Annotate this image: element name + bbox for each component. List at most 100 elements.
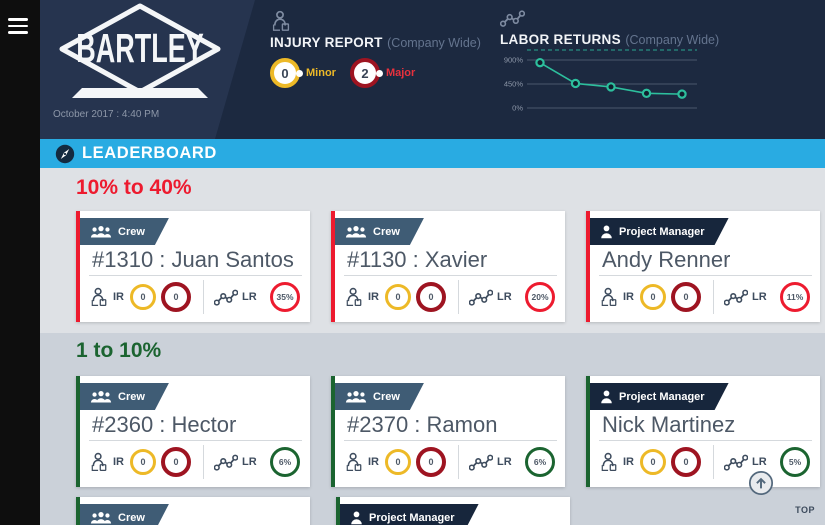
section-title: 10% to 40%	[76, 176, 192, 199]
bartley-logo: BARTLEY	[59, 3, 221, 98]
ir-major-ring: 0	[671, 282, 701, 312]
svg-text:450%: 450%	[504, 80, 524, 89]
scroll-top-button[interactable]: TOP	[745, 468, 819, 520]
crew-icon	[90, 511, 112, 525]
badge-connector-dot	[296, 69, 303, 77]
injured-person-icon	[599, 452, 619, 472]
injured-person-icon	[344, 452, 364, 472]
header-datetime: October 2017 : 4:40 PM	[53, 109, 160, 120]
role-tab: Crew	[80, 218, 169, 245]
role-tab: Crew	[80, 504, 169, 525]
major-injury-label: Major	[385, 67, 416, 79]
lr-ring: 6%	[525, 447, 555, 477]
leaderboard-card-xavier[interactable]: Crew #1130 : Xavier IR 0 0 LR 20%	[331, 211, 565, 322]
section-title: 1 to 10%	[76, 339, 162, 362]
labor-returns-subtitle: (Company Wide)	[625, 33, 720, 47]
leaderboard-card-andy-renner[interactable]: Project Manager Andy Renner IR 0 0 LR 11…	[586, 211, 820, 322]
ir-minor-ring: 0	[130, 449, 156, 475]
person-icon	[350, 511, 363, 525]
divider	[713, 445, 714, 479]
lr-label: LR	[497, 456, 512, 468]
divider	[458, 280, 459, 314]
injured-person-icon	[344, 287, 364, 307]
card-name: #2370 : Ramon	[347, 412, 498, 437]
section-10-to-40: 10% to 40% Crew #1310 : Juan Santos IR 0…	[40, 168, 825, 333]
role-tab: Crew	[335, 218, 424, 245]
up-arrow-icon	[748, 470, 774, 496]
line-chart-icon	[214, 289, 238, 306]
divider	[203, 280, 204, 314]
ir-label: IR	[113, 456, 124, 468]
injury-report-subtitle: (Company Wide)	[387, 36, 481, 50]
menu-icon[interactable]	[8, 18, 28, 34]
line-chart-icon	[500, 10, 525, 27]
role-label: Crew	[373, 390, 400, 403]
card-stats: IR 0 0 LR 35%	[89, 275, 302, 318]
lr-ring: 5%	[780, 447, 810, 477]
lr-ring: 11%	[780, 282, 810, 312]
leaderboard-card-partial-crew[interactable]: Crew	[76, 497, 310, 525]
card-name: #2360 : Hector	[92, 412, 237, 437]
crew-icon	[90, 225, 112, 239]
line-chart-icon	[724, 289, 748, 306]
injury-report-title: INJURY REPORT	[270, 35, 383, 50]
lr-ring: 6%	[270, 447, 300, 477]
card-name: #1130 : Xavier	[347, 247, 488, 272]
divider	[713, 280, 714, 314]
section-1-to-10: 1 to 10% Crew #2360 : Hector IR 0 0 LR 6…	[40, 333, 825, 525]
person-icon	[600, 390, 613, 404]
logo-panel: BARTLEY October 2017 : 4:40 PM	[40, 0, 255, 139]
role-label: Crew	[118, 225, 145, 238]
card-stats: IR 0 0 LR 11%	[599, 275, 812, 318]
lr-label: LR	[752, 291, 767, 303]
major-injury-badge: 2 Major	[349, 58, 416, 88]
ir-major-ring: 0	[161, 447, 191, 477]
svg-text:900%: 900%	[504, 56, 524, 65]
card-stats: IR 0 0 LR 6%	[89, 440, 302, 483]
leaderboard-card-hector[interactable]: Crew #2360 : Hector IR 0 0 LR 6%	[76, 376, 310, 487]
leaderboard-card-nick-martinez[interactable]: Project Manager Nick Martinez IR 0 0 LR …	[586, 376, 820, 487]
leaderboard-title: LEADERBOARD	[82, 144, 217, 162]
ir-major-ring: 0	[416, 282, 446, 312]
card-stats: IR 0 0 LR 20%	[344, 275, 557, 318]
lr-label: LR	[497, 291, 512, 303]
ir-major-ring: 0	[671, 447, 701, 477]
top-label: TOP	[795, 505, 815, 515]
injured-person-icon	[270, 10, 292, 32]
lr-ring: 35%	[270, 282, 300, 312]
labor-returns-chart: 900% 450% 0%	[504, 49, 697, 113]
lr-label: LR	[242, 456, 257, 468]
card-name: Andy Renner	[602, 247, 731, 272]
ir-minor-ring: 0	[385, 449, 411, 475]
line-chart-icon	[469, 454, 493, 471]
minor-injury-label: Minor	[306, 67, 336, 79]
ir-minor-ring: 0	[130, 284, 156, 310]
role-label: Crew	[373, 225, 400, 238]
leaderboard-card-juan-santos[interactable]: Crew #1310 : Juan Santos IR 0 0 LR 35%	[76, 211, 310, 322]
ir-minor-ring: 0	[385, 284, 411, 310]
role-label: Crew	[118, 511, 145, 524]
logo-text: BARTLEY	[76, 27, 203, 72]
injury-report-block: INJURY REPORT (Company Wide) 0 Minor 2 M…	[270, 10, 495, 88]
minor-injury-badge: 0 Minor	[270, 58, 336, 88]
role-tab: Crew	[335, 383, 424, 410]
left-sidebar	[0, 0, 40, 525]
card-name: Nick Martinez	[602, 412, 736, 437]
line-chart-icon	[469, 289, 493, 306]
ir-minor-ring: 0	[640, 449, 666, 475]
crew-icon	[345, 225, 367, 239]
leaderboard-card-partial-pm[interactable]: Project Manager	[336, 497, 570, 525]
injured-person-icon	[599, 287, 619, 307]
ir-label: IR	[368, 291, 379, 303]
app-header: BARTLEY October 2017 : 4:40 PM INJURY RE…	[40, 0, 825, 139]
role-label: Project Manager	[619, 225, 705, 238]
svg-text:0%: 0%	[512, 104, 523, 113]
card-stats: IR 0 0 LR 6%	[344, 440, 557, 483]
role-tab: Project Manager	[590, 218, 729, 245]
ir-label: IR	[113, 291, 124, 303]
crew-icon	[345, 390, 367, 404]
lr-label: LR	[242, 291, 257, 303]
leaderboard-card-ramon[interactable]: Crew #2370 : Ramon IR 0 0 LR 6%	[331, 376, 565, 487]
ir-minor-ring: 0	[640, 284, 666, 310]
badge-connector-dot	[375, 69, 383, 77]
